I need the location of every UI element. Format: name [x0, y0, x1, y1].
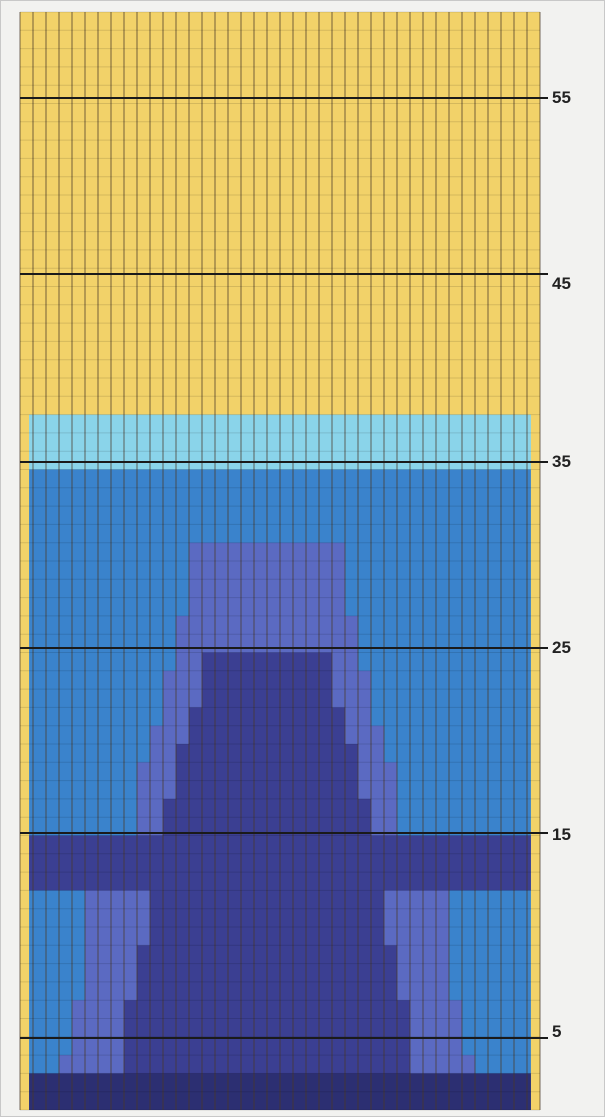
column-grid-lines	[19, 12, 541, 1110]
y-tick-label: 15	[552, 825, 571, 844]
major-grid-lines	[20, 11, 548, 1111]
y-tick-label: 35	[552, 452, 571, 471]
y-tick-label: 25	[552, 638, 571, 657]
y-tick-label: 5	[552, 1022, 561, 1041]
y-tick-labels: 55 45 35 25 15 5	[552, 88, 571, 1041]
y-tick-label: 55	[552, 88, 571, 107]
y-tick-label: 45	[552, 274, 571, 293]
